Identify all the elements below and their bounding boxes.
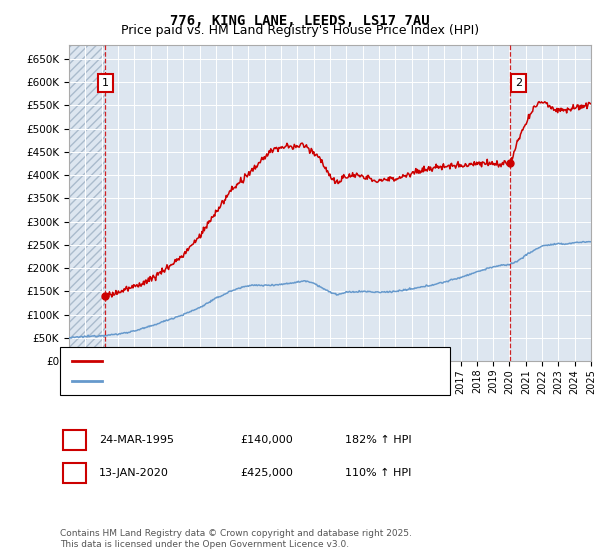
- Text: £425,000: £425,000: [240, 468, 293, 478]
- Bar: [69, 45, 106, 361]
- Text: 24-MAR-1995: 24-MAR-1995: [99, 435, 174, 445]
- Text: £140,000: £140,000: [240, 435, 293, 445]
- Text: 776, KING LANE, LEEDS, LS17 7AU (semi-detached house): 776, KING LANE, LEEDS, LS17 7AU (semi-de…: [108, 356, 433, 366]
- Text: 110% ↑ HPI: 110% ↑ HPI: [345, 468, 412, 478]
- Text: HPI: Average price, semi-detached house, Leeds: HPI: Average price, semi-detached house,…: [108, 376, 377, 386]
- Text: 13-JAN-2020: 13-JAN-2020: [99, 468, 169, 478]
- Text: Contains HM Land Registry data © Crown copyright and database right 2025.
This d: Contains HM Land Registry data © Crown c…: [60, 529, 412, 549]
- Text: 2: 2: [515, 78, 522, 88]
- Text: 1: 1: [71, 435, 78, 445]
- Text: 182% ↑ HPI: 182% ↑ HPI: [345, 435, 412, 445]
- Text: 1: 1: [102, 78, 109, 88]
- Text: 776, KING LANE, LEEDS, LS17 7AU: 776, KING LANE, LEEDS, LS17 7AU: [170, 14, 430, 28]
- Text: 2: 2: [71, 468, 78, 478]
- Text: Price paid vs. HM Land Registry's House Price Index (HPI): Price paid vs. HM Land Registry's House …: [121, 24, 479, 36]
